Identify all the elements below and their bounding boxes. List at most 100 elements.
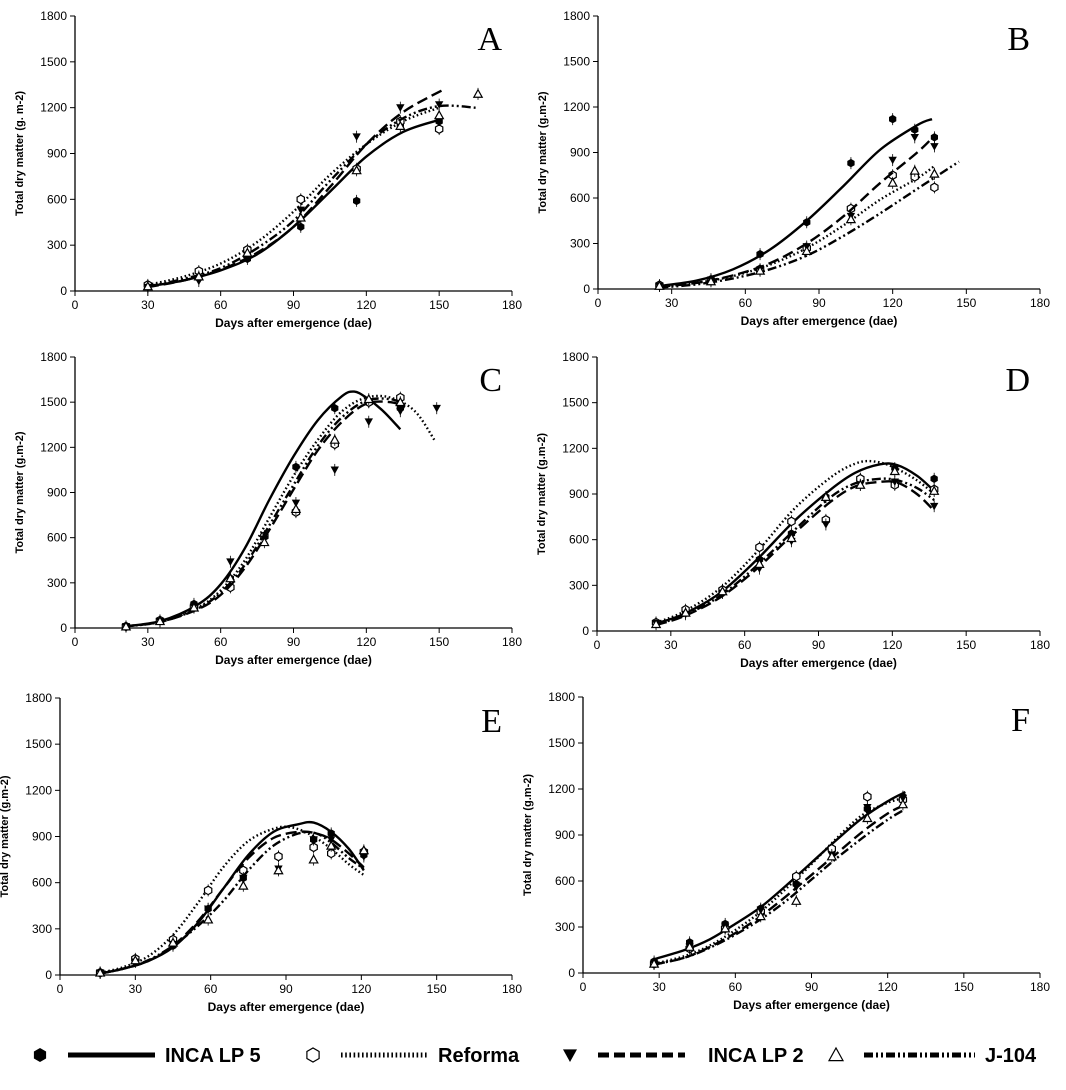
legend-marker [563,1049,577,1062]
x-tick-label: 90 [279,982,293,996]
data-point [930,474,938,483]
panel-label: C [479,362,502,399]
y-tick-label: 1500 [40,395,67,409]
data-point [654,280,665,290]
x-tick-label: 0 [595,296,602,310]
x-tick-label: 0 [594,638,601,652]
y-tick-label: 900 [555,828,575,842]
y-tick-label: 1500 [562,396,589,410]
data-point [889,114,897,124]
x-tick-label: 180 [1030,980,1050,994]
data-point [889,465,901,476]
y-tick-label: 600 [47,531,67,545]
data-point [295,212,307,222]
legend-label: J-104 [985,1045,1037,1067]
data-point [855,479,866,489]
panel-label: F [1011,702,1030,739]
x-tick-label: 30 [129,982,143,996]
y-tick-label: 900 [47,147,67,161]
y-tick-label: 1800 [40,350,67,364]
y-axis-title: Total dry matter (g.m-2) [537,91,549,213]
legend-label: Reforma [438,1045,520,1067]
y-tick-label: 0 [60,621,67,635]
panel-label: E [481,703,502,740]
fitted-curve [659,165,936,288]
x-tick-label: 30 [141,635,155,649]
fitted-curve [147,118,440,288]
x-axis-title: Days after emergence (dae) [215,316,372,330]
data-point [352,133,361,141]
data-point [331,404,339,413]
x-tick-label: 0 [72,635,79,649]
data-point [786,532,797,543]
data-point [242,247,253,257]
series-inca-lp-5 [144,115,443,293]
data-point [847,158,855,168]
x-tick-label: 180 [502,298,522,312]
y-tick-label: 1200 [548,782,575,796]
y-tick-label: 900 [570,146,590,160]
x-tick-label: 180 [502,635,522,649]
data-point [719,923,731,933]
panel-label: A [477,21,502,58]
panel-e: 0 300 600 900 1200 1500 1800 0 30 60 90 120 150 180 Da… [0,691,522,1014]
y-axis-title: Total dry matter (g.m-2) [536,433,548,555]
data-point [353,196,361,206]
data-point [929,168,940,178]
y-tick-label: 1800 [562,350,589,364]
data-point [292,462,300,472]
fitted-curve [653,797,904,965]
series-j-104 [142,87,484,293]
data-point [909,165,920,175]
y-tick-label: 1500 [563,55,590,69]
data-point [717,585,728,596]
data-point [434,101,444,109]
y-tick-label: 1500 [25,737,52,751]
y-tick-label: 300 [32,922,52,936]
x-tick-label: 120 [878,980,898,994]
data-point [821,521,831,529]
data-point [274,851,283,862]
data-point [226,558,235,566]
data-point [325,840,337,850]
data-point [803,218,811,227]
data-point [680,607,691,617]
data-point [363,393,374,404]
x-tick-label: 90 [812,296,826,310]
y-tick-label: 900 [47,486,67,500]
data-point [826,851,838,861]
y-tick-label: 300 [569,578,589,592]
legend-label: INCA LP 5 [165,1045,261,1067]
y-tick-label: 0 [582,624,589,638]
data-point [396,407,405,416]
y-tick-label: 1500 [40,55,67,69]
x-tick-label: 150 [954,980,974,994]
x-tick-label: 0 [57,982,64,996]
data-point [472,88,484,98]
data-point [897,798,909,809]
data-point [650,618,662,629]
data-point [309,842,318,853]
y-tick-label: 1800 [40,9,67,23]
legend-marker [306,1047,320,1063]
data-point [787,516,796,527]
fitted-curve [147,88,445,289]
y-tick-label: 1800 [563,9,590,23]
data-point [910,171,920,182]
data-point [296,194,305,205]
y-tick-label: 900 [569,487,589,501]
fitted-curve [147,104,476,288]
data-point [296,206,305,215]
fitted-curve [99,820,365,975]
fitted-curve [123,397,406,628]
x-tick-label: 150 [429,635,449,649]
data-point [863,804,872,812]
panel-f: 0 300 600 900 1200 1500 1800 0 30 60 90 120 150 180 Da… [522,690,1050,1012]
data-point [330,466,339,475]
data-point [225,572,236,583]
x-tick-label: 0 [580,980,587,994]
data-point [364,418,373,426]
fitted-curve [659,160,960,289]
x-axis-title: Days after emergence (dae) [733,998,890,1012]
x-tick-label: 150 [429,298,449,312]
